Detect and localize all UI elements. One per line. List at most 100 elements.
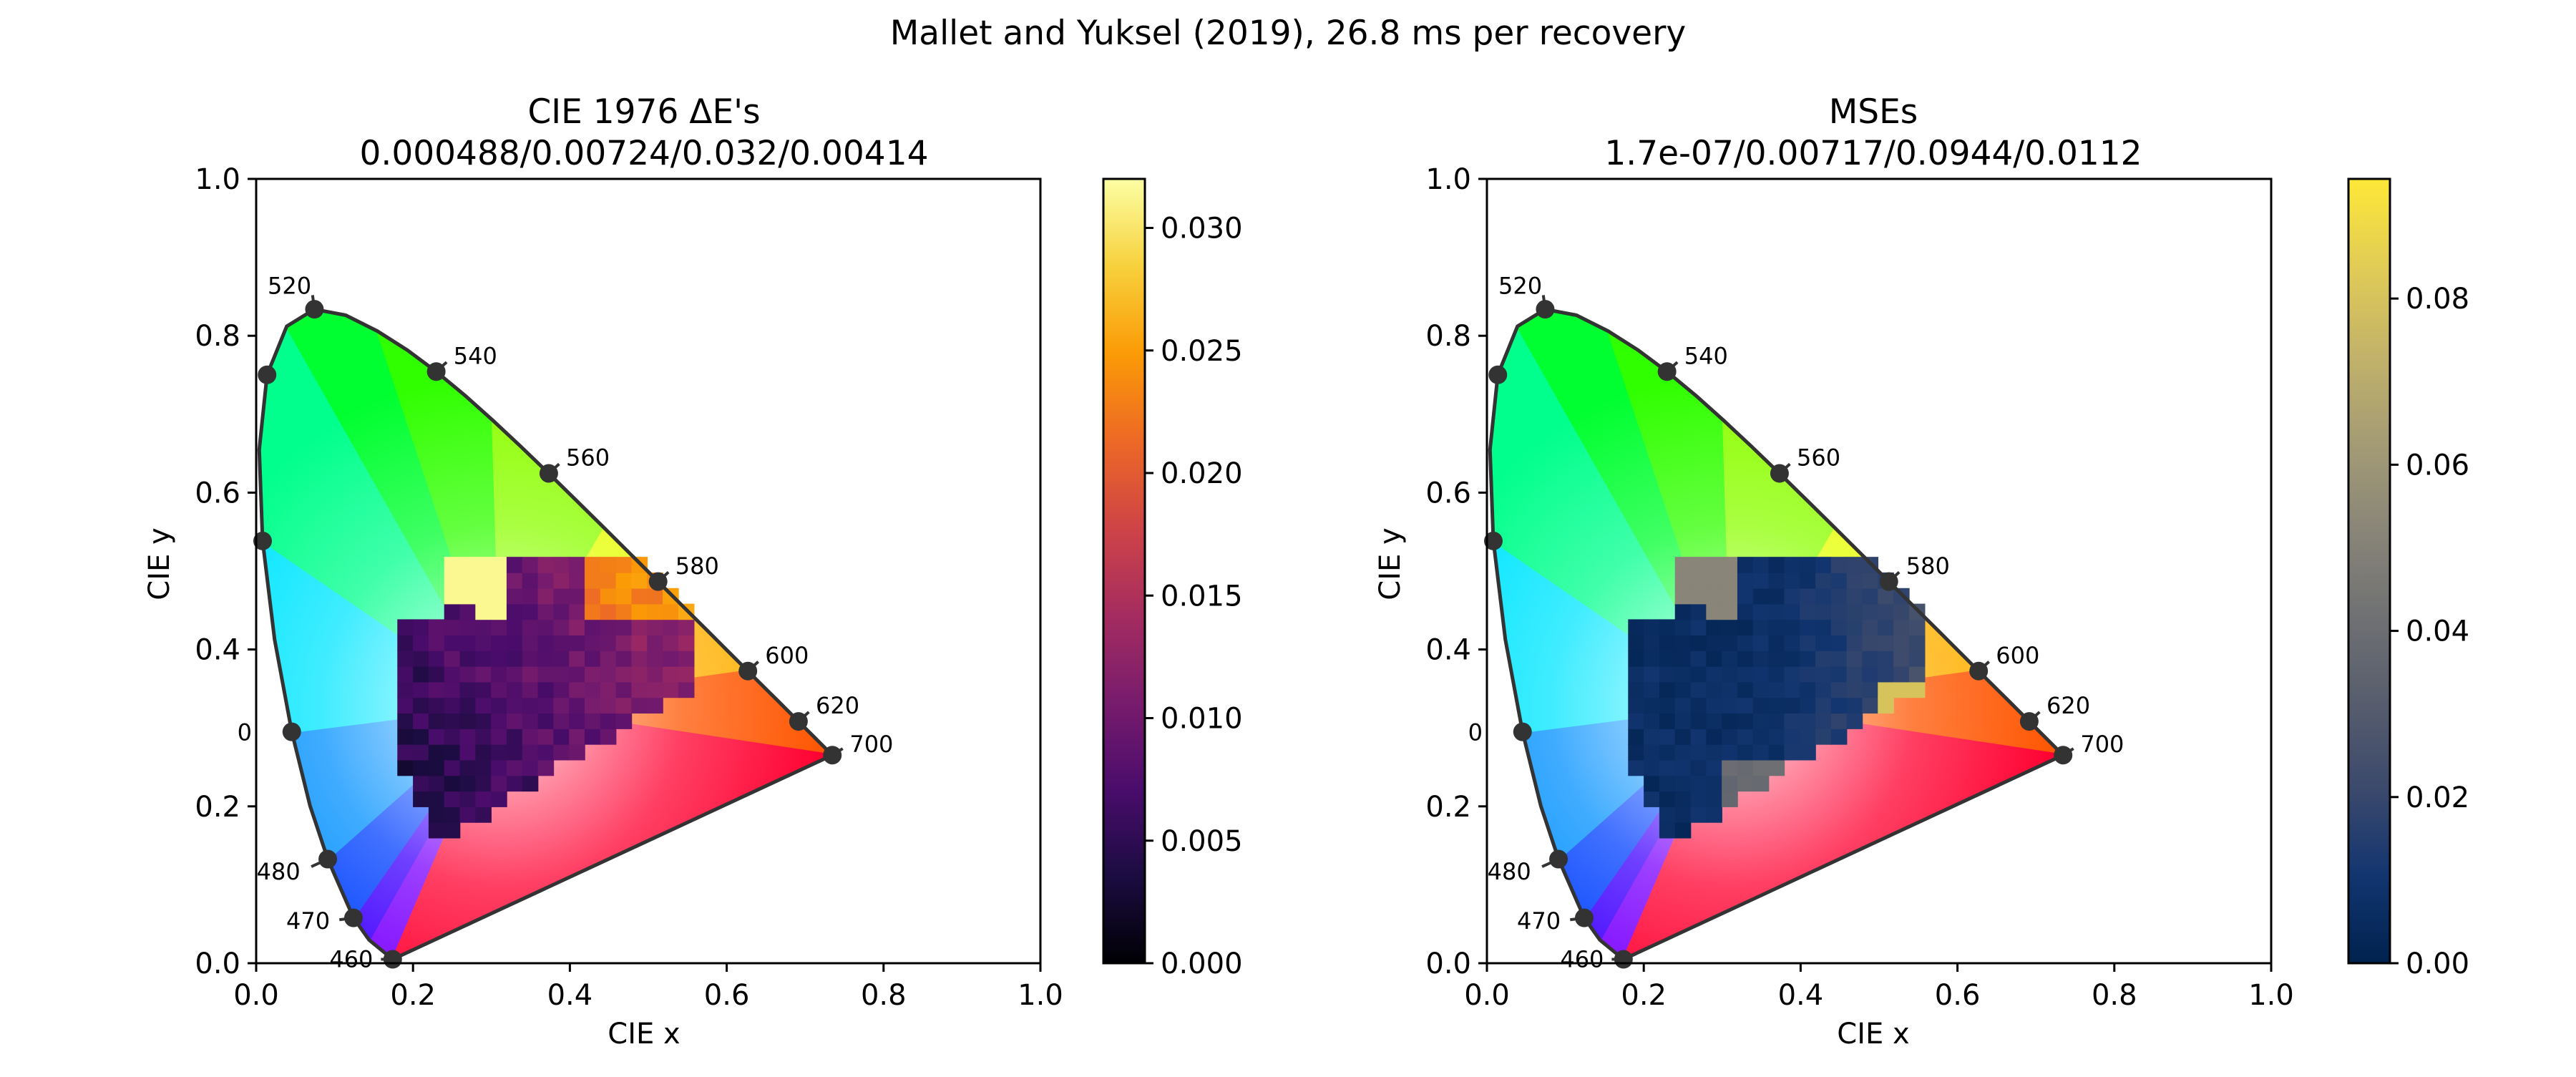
heatmap-cell xyxy=(428,791,445,807)
y-tick-label: 0.8 xyxy=(195,320,240,353)
heatmap-cell xyxy=(444,650,461,667)
heatmap-cell xyxy=(615,635,633,651)
heatmap-cell xyxy=(1846,588,1863,605)
heatmap-cell xyxy=(569,603,585,620)
heatmap-cell xyxy=(1722,666,1738,683)
heatmap-cell xyxy=(459,697,477,714)
heatmap-cell xyxy=(1800,588,1816,605)
heatmap-cell xyxy=(647,650,663,667)
heatmap-cell xyxy=(1628,650,1644,667)
heatmap-cell xyxy=(1659,713,1676,729)
heatmap-cell xyxy=(1752,635,1770,651)
wavelength-marker xyxy=(1969,661,1989,681)
heatmap-cell xyxy=(615,588,633,605)
heatmap-cell xyxy=(475,744,492,761)
heatmap-cell xyxy=(585,697,601,714)
heatmap-cell xyxy=(600,666,617,683)
heatmap-cell xyxy=(522,588,539,605)
heatmap-cell xyxy=(428,650,445,667)
y-tick-label: 0.6 xyxy=(1425,477,1471,510)
heatmap-cell xyxy=(522,619,539,636)
heatmap-cell xyxy=(615,697,633,714)
heatmap-cell xyxy=(413,744,429,761)
heatmap-cell xyxy=(475,713,492,729)
x-axis-label: CIE x xyxy=(608,1018,680,1051)
heatmap-cell xyxy=(459,728,477,745)
heatmap-cell xyxy=(631,697,648,714)
y-tick-label: 0.0 xyxy=(1425,947,1471,980)
heatmap-cell xyxy=(1706,806,1722,823)
heatmap-cell xyxy=(459,603,477,620)
wavelength-label: 620 xyxy=(816,692,859,719)
heatmap-cell xyxy=(1644,728,1660,745)
wavelength-marker xyxy=(1879,572,1898,591)
heatmap-cell xyxy=(615,619,633,636)
heatmap-cell xyxy=(413,681,429,698)
heatmap-cell xyxy=(459,791,477,807)
heatmap-cell xyxy=(1768,697,1785,714)
heatmap-cell xyxy=(1690,619,1707,636)
heatmap-cell xyxy=(1690,744,1707,761)
heatmap-cell xyxy=(475,666,492,683)
heatmap-cell xyxy=(522,635,539,651)
heatmap-cell xyxy=(1768,759,1785,776)
heatmap-cell xyxy=(428,822,445,839)
heatmap-cell xyxy=(459,572,477,589)
heatmap-cell xyxy=(1722,744,1738,761)
y-tick-label: 0.6 xyxy=(195,477,240,510)
heatmap-cell xyxy=(1768,728,1785,745)
heatmap-cell xyxy=(1878,666,1894,683)
heatmap-cell xyxy=(1659,759,1676,776)
heatmap-cell xyxy=(506,666,523,683)
heatmap-cell xyxy=(553,635,570,651)
heatmap-cell xyxy=(1706,603,1722,620)
heatmap-cell xyxy=(397,619,414,636)
heatmap-cell xyxy=(1722,635,1738,651)
heatmap-cell xyxy=(1659,806,1676,823)
heatmap-cell xyxy=(1846,603,1863,620)
wavelength-marker xyxy=(426,362,446,381)
y-tick-label: 0.0 xyxy=(195,947,240,980)
heatmap-cell xyxy=(537,635,555,651)
heatmap-cell xyxy=(1690,650,1707,667)
heatmap-cell xyxy=(1815,572,1832,589)
heatmap-cell xyxy=(1862,588,1879,605)
heatmap-cell xyxy=(1830,713,1848,729)
heatmap-cell xyxy=(506,697,523,714)
heatmap-cell xyxy=(491,603,507,620)
heatmap-cell xyxy=(1830,635,1848,651)
heatmap-cell xyxy=(1784,557,1800,573)
panel-title: MSEs xyxy=(1829,92,1918,132)
heatmap-cell xyxy=(678,619,695,636)
heatmap-cell xyxy=(1784,728,1800,745)
heatmap-cell xyxy=(1815,635,1832,651)
panel-delta-e: CIE 1976 ΔE's 0.000488/0.00724/0.032/0.0… xyxy=(143,92,1243,1051)
heatmap-cell xyxy=(615,713,633,729)
heatmap-cell xyxy=(1768,635,1785,651)
heatmap-cell xyxy=(647,619,663,636)
heatmap-cell xyxy=(1737,744,1754,761)
heatmap-cell xyxy=(506,744,523,761)
heatmap-cell xyxy=(537,619,555,636)
heatmap-cell xyxy=(569,588,585,605)
heatmap-cell xyxy=(1815,650,1832,667)
heatmap-cell xyxy=(537,728,555,745)
heatmap-cell xyxy=(459,619,477,636)
wavelength-label: 480 xyxy=(257,858,301,885)
heatmap-cell xyxy=(522,775,539,792)
heatmap-cell xyxy=(1815,588,1832,605)
heatmap-cell xyxy=(647,681,663,698)
heatmap-cell xyxy=(1815,666,1832,683)
wavelength-label: 580 xyxy=(1906,552,1950,580)
heatmap-cell xyxy=(1659,681,1676,698)
heatmap-cell xyxy=(522,666,539,683)
wavelength-label: 540 xyxy=(454,342,497,369)
heatmap-cell xyxy=(537,744,555,761)
heatmap-cell xyxy=(585,635,601,651)
heatmap-cell xyxy=(1830,557,1848,573)
heatmap-cell xyxy=(1800,713,1816,729)
wavelength-label: 460 xyxy=(329,946,373,973)
heatmap-cell xyxy=(553,572,570,589)
heatmap-cell xyxy=(585,728,601,745)
heatmap-cell xyxy=(1722,759,1738,776)
